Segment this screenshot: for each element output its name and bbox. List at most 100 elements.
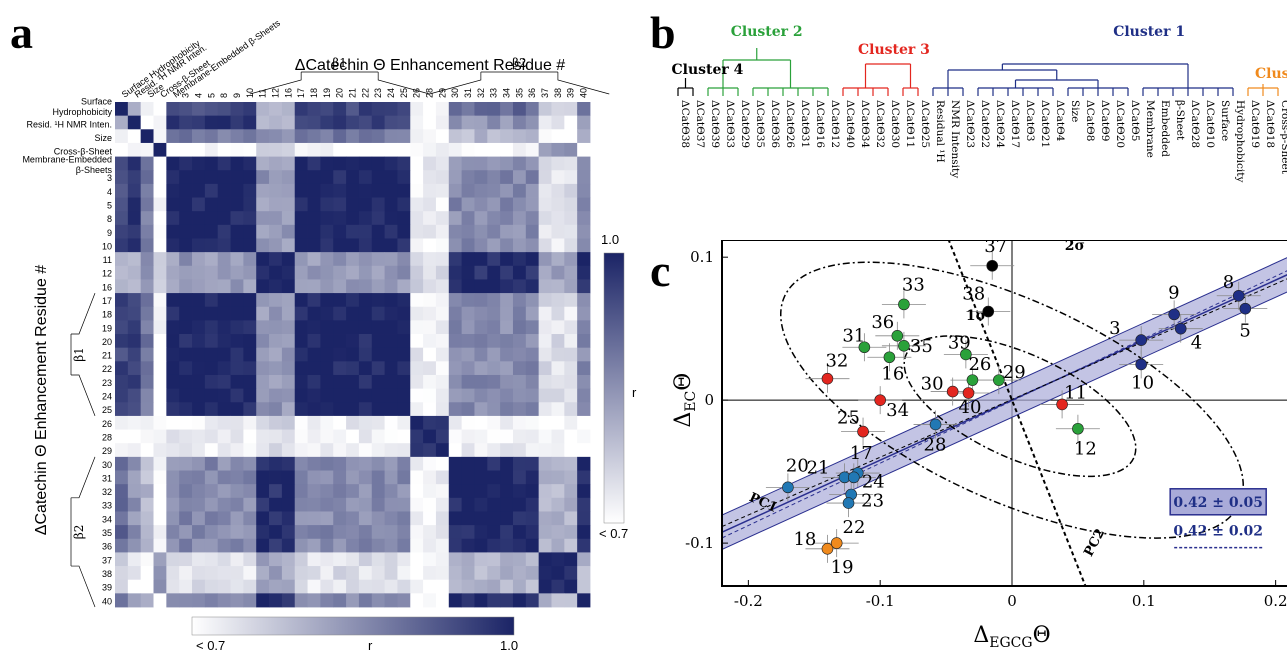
heatmap-cell	[423, 361, 437, 376]
heatmap-cell	[230, 306, 244, 321]
heatmap-row-label: 35	[102, 528, 112, 538]
heatmap-cell	[269, 102, 283, 117]
heatmap-cell	[333, 320, 347, 335]
heatmap-cell	[371, 142, 385, 157]
heatmap-cell	[115, 197, 129, 212]
heatmap-cell	[346, 279, 360, 294]
heatmap-cell	[153, 238, 167, 253]
heatmap-cell	[384, 102, 398, 117]
heatmap-cell	[474, 347, 488, 362]
heatmap-cell	[140, 238, 154, 253]
heatmap-cell	[358, 388, 373, 403]
heatmap-cell	[500, 361, 514, 376]
heatmap-cell	[166, 429, 180, 444]
heatmap-cell	[281, 388, 296, 403]
data-point-label: 34	[886, 400, 909, 421]
heatmap-cell	[127, 388, 142, 403]
data-point-label: 38	[962, 284, 985, 305]
heatmap-cell	[435, 129, 450, 144]
heatmap-cell	[127, 497, 142, 512]
heatmap-cell	[166, 538, 180, 553]
heatmap-cell	[371, 443, 385, 458]
heatmap-cell	[435, 265, 450, 280]
heatmap-cell	[192, 415, 206, 430]
heatmap-cell	[564, 320, 578, 335]
heatmap-cell	[577, 525, 591, 540]
heatmap-cell	[320, 306, 334, 321]
heatmap-cell	[538, 211, 552, 226]
heatmap-cell	[358, 593, 373, 608]
heatmap-cell	[410, 593, 424, 608]
heatmap-column-label: 11	[258, 89, 268, 98]
heatmap-cell	[487, 443, 501, 458]
heatmap-cell	[410, 388, 424, 403]
heatmap-cell	[256, 429, 270, 444]
heatmap-cell	[525, 579, 540, 594]
heatmap-cell	[500, 211, 514, 226]
heatmap-cell	[448, 211, 463, 226]
heatmap-cell	[487, 593, 501, 608]
heatmap-cell	[127, 252, 142, 267]
heatmap-cell	[448, 224, 463, 239]
data-point	[946, 385, 959, 398]
heatmap-cell	[192, 402, 206, 417]
heatmap-cell	[500, 115, 514, 130]
heatmap-cell	[256, 484, 270, 499]
heatmap-cell	[346, 415, 360, 430]
heatmap-cell	[140, 197, 154, 212]
heatmap-cell	[243, 347, 257, 362]
heatmap-cell	[115, 497, 129, 512]
heatmap-cell	[500, 224, 514, 239]
beta2-left-label: β2	[72, 525, 86, 540]
heatmap-cell	[153, 525, 167, 540]
heatmap-cell	[487, 347, 501, 362]
heatmap-cell	[500, 511, 514, 526]
heatmap-cell	[358, 456, 373, 471]
heatmap-cell	[307, 279, 321, 294]
heatmap-cell	[179, 456, 193, 471]
heatmap-cell	[487, 429, 501, 444]
heatmap-cell	[320, 579, 334, 594]
x-tick-label: 0.2	[1264, 592, 1287, 610]
heatmap-cell	[281, 265, 296, 280]
heatmap-cell	[166, 415, 180, 430]
heatmap-cell	[564, 402, 578, 417]
heatmap-left-label: Surface	[81, 97, 112, 107]
heatmap-cell	[538, 224, 552, 239]
heatmap-cell	[269, 593, 283, 608]
heatmap-cell	[448, 142, 463, 157]
heatmap-cell	[538, 579, 552, 594]
heatmap-cell	[320, 470, 334, 485]
heatmap-cell	[140, 579, 154, 594]
heatmap-cell	[166, 238, 180, 253]
heatmap-cell	[525, 129, 540, 144]
heatmap-cell	[500, 566, 514, 581]
heatmap-cell	[435, 320, 450, 335]
heatmap-cell	[410, 183, 424, 198]
heatmap-cell	[333, 115, 347, 130]
heatmap-cell	[281, 456, 296, 471]
heatmap-row-label: 19	[102, 323, 112, 333]
heatmap-cell	[115, 402, 129, 417]
heatmap-cell	[423, 593, 437, 608]
heatmap-cell	[281, 415, 296, 430]
data-point-label: 33	[902, 274, 925, 295]
dendrogram-leaf-label: ΔCatΘ26	[784, 100, 796, 148]
beta1-left-label: β1	[72, 347, 86, 362]
heatmap-cell	[525, 552, 540, 567]
heatmap-cell	[538, 443, 552, 458]
dendrogram-leaf-label: Residual ¹H	[934, 100, 946, 163]
heatmap-cell	[435, 579, 450, 594]
dendrogram-leaf-label: ΔCatΘ19	[1249, 100, 1261, 148]
heatmap-cell	[281, 183, 296, 198]
heatmap-cell	[500, 429, 514, 444]
heatmap-cell	[204, 497, 219, 512]
heatmap-column-label: 35	[514, 88, 524, 98]
heatmap-cell	[204, 525, 219, 540]
heatmap-cell	[140, 456, 154, 471]
heatmap-cell	[371, 252, 385, 267]
heatmap-cell	[294, 552, 308, 567]
heatmap-cell	[487, 306, 501, 321]
heatmap-cell	[397, 402, 411, 417]
